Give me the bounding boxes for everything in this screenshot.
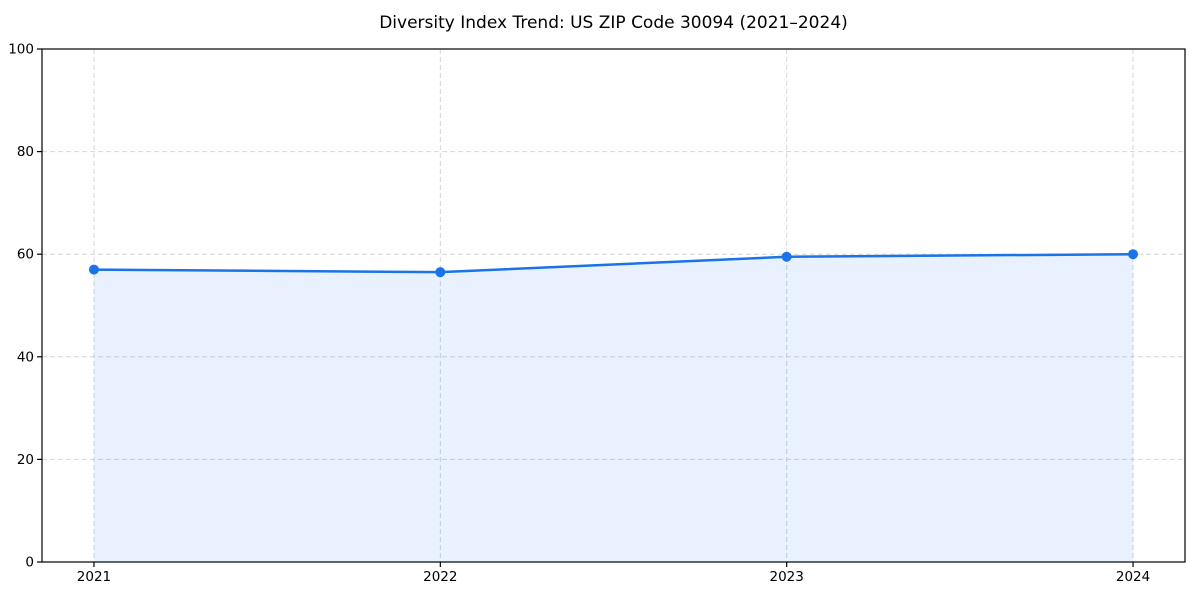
x-tick-label: 2021: [77, 569, 111, 585]
x-tick-label: 2023: [770, 569, 804, 585]
data-point: [781, 251, 792, 262]
trend-line: [92, 252, 1135, 274]
plot-border: [41, 48, 1186, 563]
area-fill: [93, 254, 1134, 562]
y-tick-label: 40: [17, 349, 34, 365]
y-tick-label: 60: [17, 247, 34, 263]
chart-title: Diversity Index Trend: US ZIP Code 30094…: [379, 13, 848, 33]
data-point: [1128, 249, 1139, 260]
x-tick-label: 2024: [1116, 569, 1150, 585]
x-tick-label: 2022: [423, 569, 457, 585]
data-point: [88, 264, 99, 275]
y-tick-label: 100: [8, 42, 34, 58]
data-point: [435, 267, 446, 278]
y-tick-label: 20: [17, 452, 34, 468]
y-tick-label: 80: [17, 144, 34, 160]
y-tick-label: 0: [25, 555, 34, 571]
